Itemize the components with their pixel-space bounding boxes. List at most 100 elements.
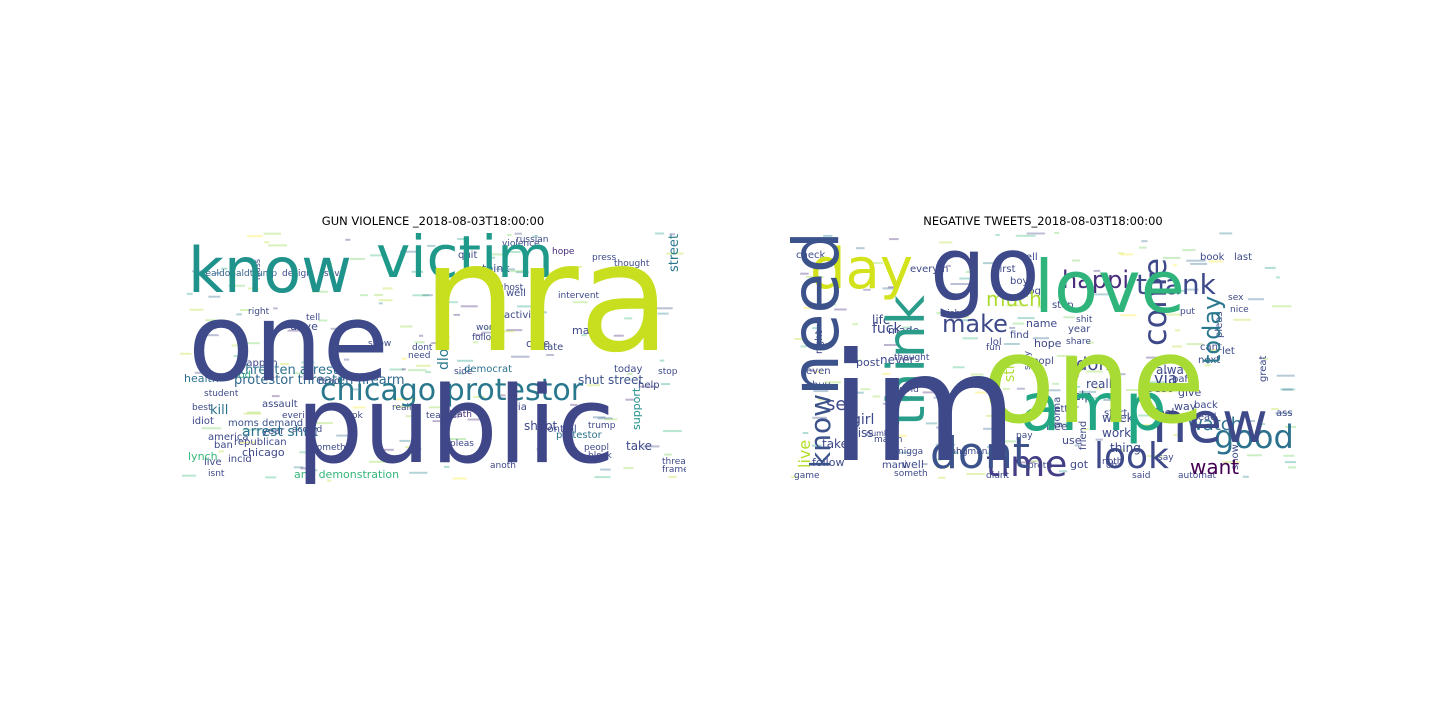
filler-word-speck xyxy=(332,457,347,460)
filler-word-speck xyxy=(802,432,809,434)
filler-word-speck xyxy=(985,414,996,417)
cloud-word: today xyxy=(1198,296,1226,364)
filler-word-speck xyxy=(542,311,547,314)
filler-word-speck xyxy=(532,235,539,238)
filler-word-speck xyxy=(293,372,308,375)
filler-word-speck xyxy=(220,267,228,270)
cloud-word: give xyxy=(1178,386,1202,399)
filler-word-speck xyxy=(293,466,304,469)
cloud-word: make xyxy=(942,310,1008,338)
filler-word-speck xyxy=(1146,455,1164,457)
filler-word-speck xyxy=(812,416,827,419)
cloud-word: street anti xyxy=(667,232,682,272)
filler-word-speck xyxy=(419,334,424,337)
filler-word-speck xyxy=(389,368,405,371)
cloud-word: amp xyxy=(1020,369,1167,446)
cloud-word: use xyxy=(1062,434,1082,447)
filler-word-speck xyxy=(428,406,446,409)
cloud-word: best xyxy=(192,403,212,413)
filler-word-speck xyxy=(215,272,221,274)
filler-word-speck xyxy=(422,294,433,297)
filler-word-speck xyxy=(805,275,824,278)
cloud-word: check xyxy=(796,250,825,261)
cloud-word: automat xyxy=(1178,471,1217,481)
cloud-word: lol xyxy=(990,337,1002,348)
filler-word-speck xyxy=(1078,390,1096,393)
filler-word-speck xyxy=(890,399,909,402)
filler-word-speck xyxy=(382,287,393,290)
cloud-word: got xyxy=(1070,458,1089,471)
filler-word-speck xyxy=(268,244,288,247)
cloud-word: find xyxy=(1010,330,1029,341)
filler-word-speck xyxy=(623,467,634,470)
cloud-word: girl xyxy=(852,412,874,428)
filler-word-speck xyxy=(306,349,313,352)
filler-word-speck xyxy=(902,326,912,329)
filler-word-speck xyxy=(894,434,907,437)
cloud-word: right xyxy=(814,330,825,354)
cloud-word: live xyxy=(795,440,814,468)
filler-word-speck xyxy=(834,308,847,311)
filler-word-speck xyxy=(355,318,362,321)
filler-word-speck xyxy=(800,345,807,348)
cloud-word: via xyxy=(1154,369,1178,388)
cloud-word: may xyxy=(974,381,994,391)
right-panel-title: NEGATIVE TWEETS_2018-08-03T18:00:00 xyxy=(923,214,1163,228)
filler-word-speck xyxy=(1094,397,1106,400)
filler-word-speck xyxy=(1103,399,1120,401)
cloud-word: said xyxy=(1132,471,1150,481)
cloud-word: nice xyxy=(1230,305,1249,315)
cloud-word: realdonaldtrump xyxy=(202,269,277,279)
filler-word-speck xyxy=(477,267,493,270)
cloud-word: gonna xyxy=(1052,397,1063,428)
filler-word-speck xyxy=(1179,289,1186,292)
cloud-word: made xyxy=(888,324,919,337)
filler-word-speck xyxy=(899,397,905,400)
cloud-word: want xyxy=(1190,455,1239,479)
cloud-word: come xyxy=(1136,258,1174,346)
filler-word-speck xyxy=(1186,343,1203,346)
filler-word-speck xyxy=(1068,307,1079,310)
cloud-word: via xyxy=(512,402,527,413)
cloud-word: thing xyxy=(1110,441,1141,455)
cloud-word: didnt xyxy=(986,471,1010,481)
cloud-word: ghost xyxy=(498,283,524,293)
filler-word-speck xyxy=(508,448,517,451)
filler-word-speck xyxy=(180,352,192,355)
filler-word-speck xyxy=(546,354,554,356)
cloud-word: friend xyxy=(1078,421,1089,450)
cloud-word: time xyxy=(986,444,1067,485)
cloud-word: year xyxy=(262,426,285,437)
cloud-word: frame xyxy=(662,465,686,475)
cloud-word: tell xyxy=(1022,252,1038,263)
cloud-word: pleas xyxy=(450,439,474,449)
cloud-word: pay xyxy=(1016,431,1033,441)
filler-word-speck xyxy=(1066,385,1081,388)
cloud-word: assault xyxy=(262,399,298,410)
filler-word-speck xyxy=(995,234,1000,237)
cloud-word: ass xyxy=(1276,408,1293,419)
filler-word-speck xyxy=(1182,249,1196,252)
filler-word-speck xyxy=(823,234,833,237)
filler-word-speck xyxy=(922,391,942,394)
filler-word-speck xyxy=(1047,389,1061,392)
cloud-word: one xyxy=(188,281,389,406)
filler-word-speck xyxy=(231,344,248,347)
filler-word-speck xyxy=(882,402,893,405)
cloud-word: look xyxy=(344,411,364,421)
filler-word-speck xyxy=(1157,390,1174,393)
cloud-word: stop xyxy=(1052,300,1074,311)
cloud-word: victim xyxy=(376,232,554,291)
cloud-word: side xyxy=(454,367,473,377)
cloud-word: shit xyxy=(1076,315,1093,325)
filler-word-speck xyxy=(958,319,976,322)
cloud-word: watch xyxy=(1188,414,1242,435)
filler-word-speck xyxy=(884,344,898,346)
filler-word-speck xyxy=(655,232,665,235)
filler-word-speck xyxy=(487,339,499,341)
filler-word-speck xyxy=(186,292,193,295)
filler-word-speck xyxy=(572,301,588,304)
cloud-word: shoot xyxy=(524,419,558,433)
filler-word-speck xyxy=(1190,262,1208,265)
cloud-word: need xyxy=(790,232,854,396)
